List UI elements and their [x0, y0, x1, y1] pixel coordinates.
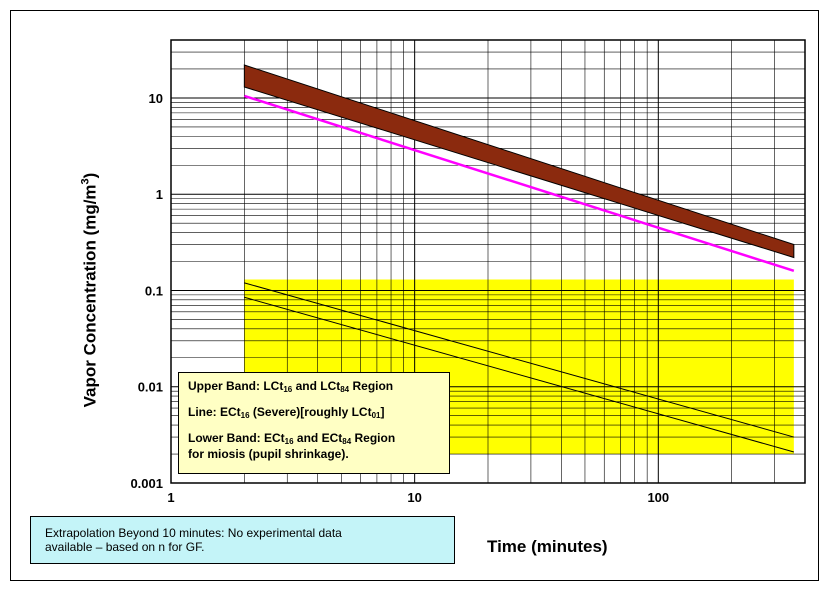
note-line-2: available – based on n for GF.: [45, 540, 205, 554]
x-tick-label: 100: [647, 490, 669, 505]
y-tick-label: 0.1: [145, 283, 163, 298]
series-line-3: [244, 282, 794, 438]
extrapolation-note: Extrapolation Beyond 10 minutes: No expe…: [30, 516, 455, 564]
y-axis-label: Vapor Concentration (mg/m3): [79, 172, 100, 408]
x-tick-label: 10: [407, 490, 421, 505]
chart-frame: [10, 10, 819, 581]
series-band-0: [243, 64, 795, 259]
y-tick-label: 0.01: [138, 380, 163, 395]
y-tick-label: 1: [156, 187, 163, 202]
series-line-4: [244, 296, 794, 453]
note-line-1: Extrapolation Beyond 10 minutes: No expe…: [45, 526, 342, 540]
legend-line: Line: ECt16 (Severe)[roughly LCt01]: [188, 405, 385, 421]
y-tick-label: 0.001: [130, 476, 163, 491]
x-tick-label: 1: [167, 490, 174, 505]
legend-upper-band: Upper Band: LCt16 and LCt84 Region: [188, 379, 394, 395]
plot-area-border: [170, 39, 806, 484]
legend-lower-band: Lower Band: ECt16 and ECt84 Region: [188, 431, 396, 447]
y-tick-label: 10: [149, 91, 163, 106]
x-axis-label: Time (minutes): [487, 537, 608, 556]
legend-lower-band-note: for miosis (pupil shrinkage).: [188, 447, 349, 461]
series-line-1: [243, 94, 795, 273]
legend-box: Upper Band: LCt16 and LCt84 Region Line:…: [178, 372, 450, 474]
